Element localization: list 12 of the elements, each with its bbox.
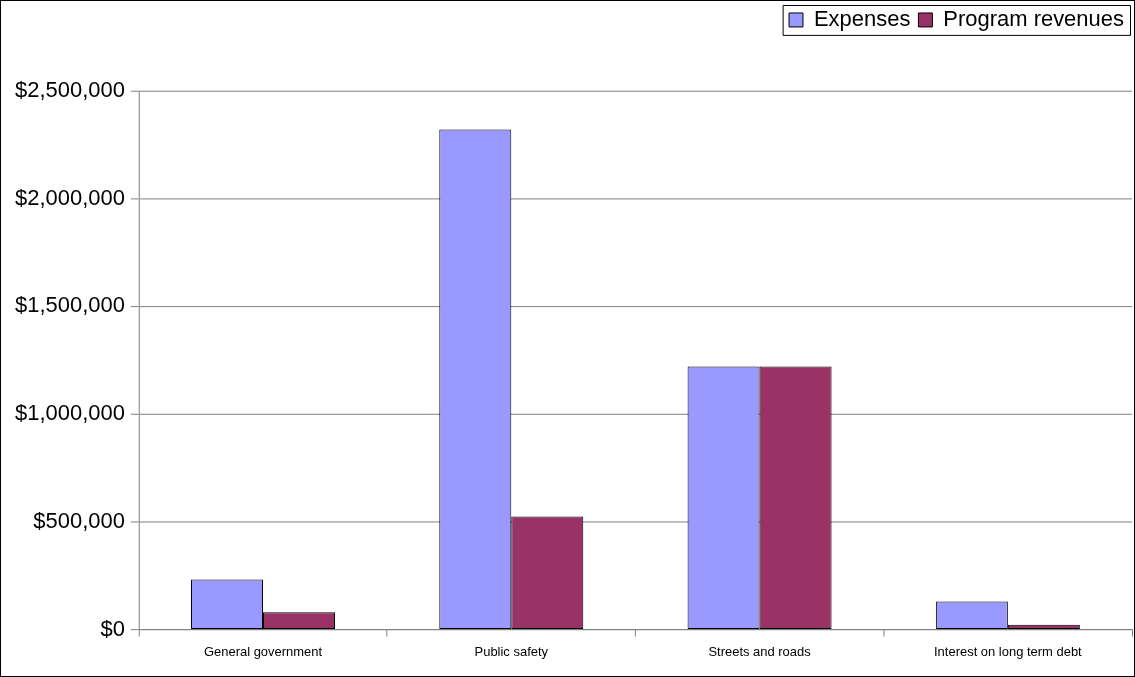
y-tick-label: $1,500,000 <box>15 292 125 318</box>
y-tick-label: $500,000 <box>33 507 125 533</box>
x-tick-label: Streets and roads <box>708 643 812 659</box>
legend-label: Expenses <box>813 6 911 31</box>
legend-label: Program revenues <box>943 6 1124 31</box>
x-tick-label: Interest on long term debt <box>934 643 1083 659</box>
y-tick-label: $0 <box>100 615 125 641</box>
x-tick-label: General government <box>203 643 323 659</box>
y-tick-label: $1,000,000 <box>15 400 125 426</box>
y-tick-label: $2,500,000 <box>15 76 125 102</box>
y-tick-label: $2,000,000 <box>15 184 125 210</box>
x-tick-label: Public safety <box>474 643 549 659</box>
